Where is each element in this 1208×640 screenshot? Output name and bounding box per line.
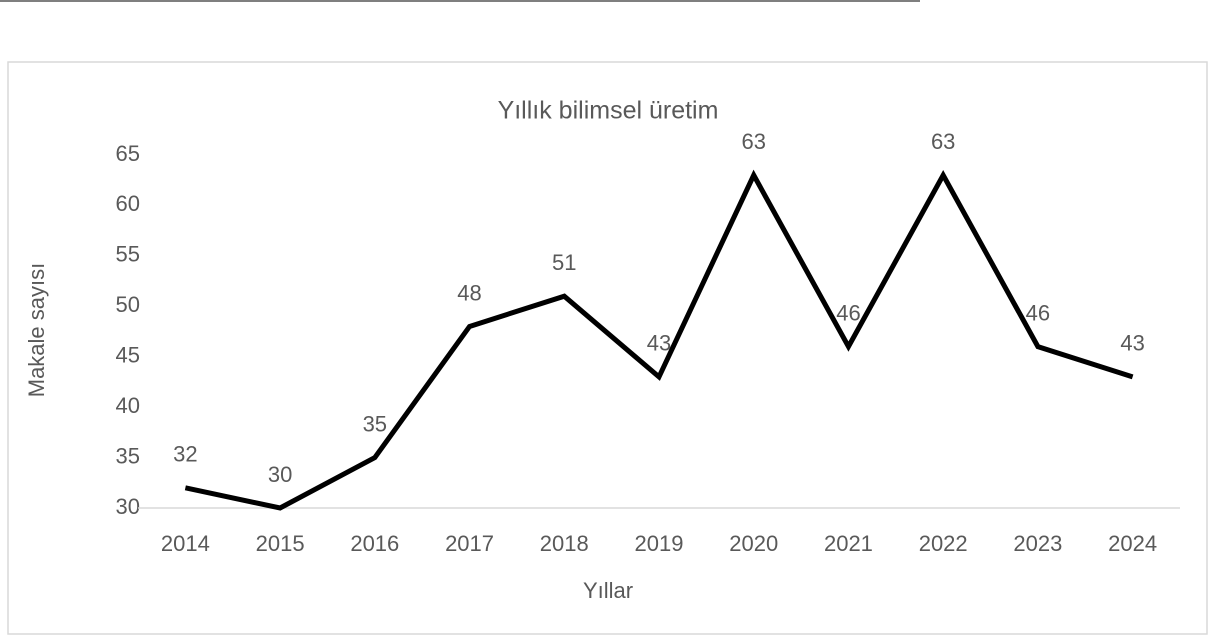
x-tick-label: 2019 — [635, 531, 684, 556]
x-tick-label: 2023 — [1013, 531, 1062, 556]
data-label: 46 — [1026, 300, 1050, 325]
chart-title: Yıllık bilimsel üretim — [498, 97, 719, 125]
x-tick-label: 2017 — [445, 531, 494, 556]
data-label: 32 — [173, 442, 197, 467]
x-tick-label: 2021 — [824, 531, 873, 556]
data-label: 43 — [1120, 331, 1144, 356]
x-tick-label: 2018 — [540, 531, 589, 556]
x-axis-label: Yıllar — [583, 578, 633, 603]
x-tick-label: 2020 — [729, 531, 778, 556]
x-tick-label: 2016 — [350, 531, 399, 556]
y-axis-label: Makale sayısı — [24, 263, 49, 398]
data-line — [184, 169, 1134, 511]
y-tick-label: 65 — [116, 141, 140, 166]
y-tick-label: 55 — [116, 242, 140, 267]
x-tick-label: 2014 — [161, 531, 210, 556]
x-tick-label: 2015 — [256, 531, 305, 556]
chart-border — [7, 61, 1208, 635]
data-label: 35 — [363, 411, 387, 436]
data-label: 63 — [741, 129, 765, 154]
y-tick-label: 60 — [116, 191, 140, 216]
data-label: 30 — [268, 462, 292, 487]
data-label: 46 — [836, 300, 860, 325]
y-tick-label: 40 — [116, 393, 140, 418]
x-tick-label: 2024 — [1108, 531, 1157, 556]
x-tick-label: 2022 — [919, 531, 968, 556]
data-label: 48 — [457, 280, 481, 305]
y-tick-label: 35 — [116, 443, 140, 468]
y-tick-label: 30 — [116, 494, 140, 519]
y-tick-label: 50 — [116, 292, 140, 317]
data-label: 43 — [647, 331, 671, 356]
y-tick-label: 45 — [116, 343, 140, 368]
data-label: 51 — [552, 250, 576, 275]
data-label: 63 — [931, 129, 955, 154]
